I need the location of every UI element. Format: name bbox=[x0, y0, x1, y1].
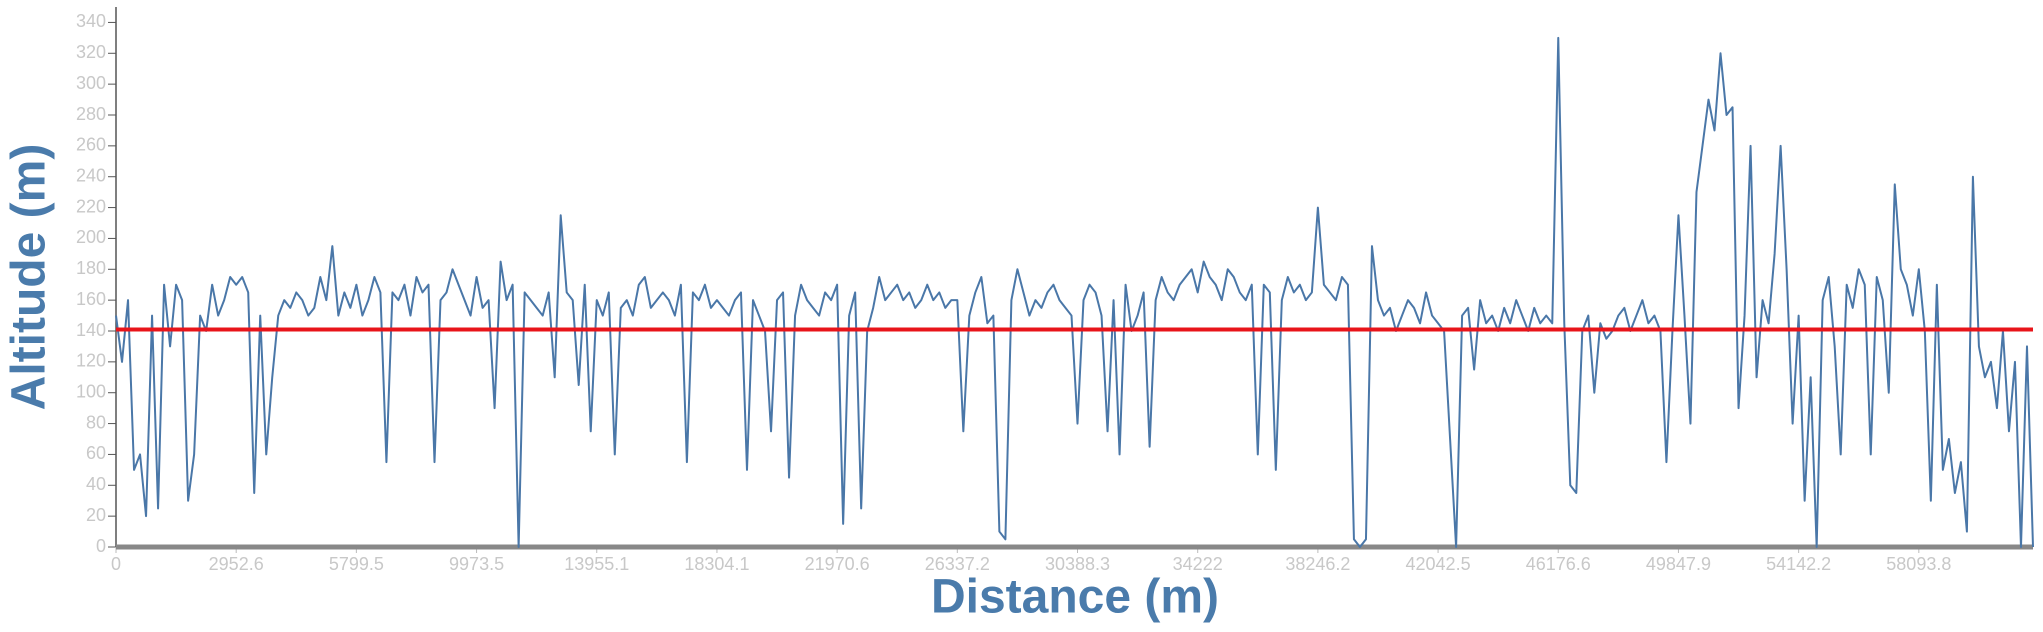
y-tick-label: 320 bbox=[76, 42, 106, 62]
y-tick-label: 200 bbox=[76, 227, 106, 247]
x-tick-label: 54142.2 bbox=[1766, 554, 1831, 574]
x-tick-label: 0 bbox=[111, 554, 121, 574]
x-tick-label: 9973.5 bbox=[449, 554, 504, 574]
x-tick-label: 30388.3 bbox=[1045, 554, 1110, 574]
y-tick-label: 40 bbox=[86, 474, 106, 494]
y-tick-label: 280 bbox=[76, 104, 106, 124]
altitude-line bbox=[115, 36, 2034, 548]
x-tick-label: 26337.2 bbox=[925, 554, 990, 574]
y-axis-title: Altitude (m) bbox=[3, 144, 56, 411]
x-tick-label: 18304.1 bbox=[684, 554, 749, 574]
x-tick-label: 49847.9 bbox=[1646, 554, 1711, 574]
x-tick-label: 2952.6 bbox=[209, 554, 264, 574]
x-tick-label: 5799.5 bbox=[329, 554, 384, 574]
x-tick-label: 34222 bbox=[1173, 554, 1223, 574]
x-tick-label: 21970.6 bbox=[805, 554, 870, 574]
y-tick-label: 240 bbox=[76, 165, 106, 185]
y-tick-label: 80 bbox=[86, 412, 106, 432]
x-axis-title: Distance (m) bbox=[931, 571, 1219, 624]
y-tick-label: 340 bbox=[76, 11, 106, 31]
y-tick-label: 100 bbox=[76, 381, 106, 401]
y-tick-label: 120 bbox=[76, 351, 106, 371]
y-tick-label: 260 bbox=[76, 135, 106, 155]
y-tick-label: 300 bbox=[76, 73, 106, 93]
x-tick-label: 38246.2 bbox=[1285, 554, 1350, 574]
x-tick-label: 13955.1 bbox=[564, 554, 629, 574]
x-tick-label: 42042.5 bbox=[1406, 554, 1471, 574]
y-tick-label: 0 bbox=[96, 536, 106, 556]
y-tick-label: 60 bbox=[86, 443, 106, 463]
y-tick-label: 20 bbox=[86, 505, 106, 525]
y-tick-label: 220 bbox=[76, 196, 106, 216]
y-tick-label: 180 bbox=[76, 258, 106, 278]
x-tick-label: 46176.6 bbox=[1526, 554, 1591, 574]
y-tick-label: 140 bbox=[76, 320, 106, 340]
y-tick-label: 160 bbox=[76, 289, 106, 309]
x-tick-label: 58093.8 bbox=[1886, 554, 1951, 574]
